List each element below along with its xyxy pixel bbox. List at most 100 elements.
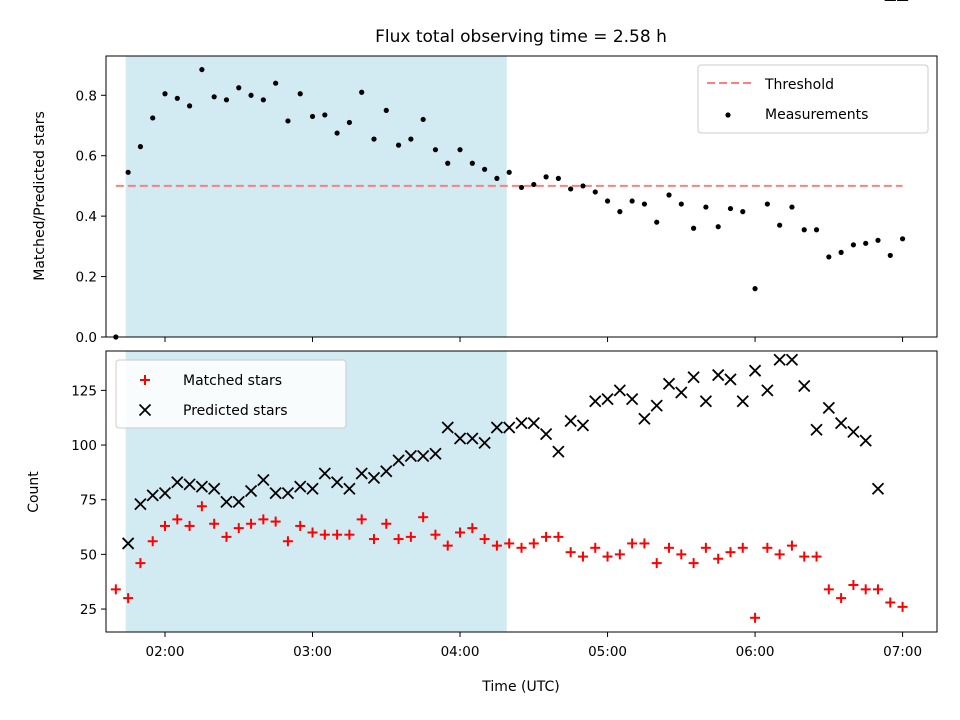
measurement-point <box>383 107 389 113</box>
predicted-point <box>699 395 713 408</box>
measurement-point <box>469 160 475 166</box>
legend-matched-label: Matched stars <box>183 373 282 389</box>
predicted-point <box>638 412 651 425</box>
matched-point <box>577 551 588 562</box>
matched-point <box>307 527 318 538</box>
count-y-axis-label: Count <box>26 471 42 513</box>
y-tick-label: 125 <box>71 383 97 399</box>
measurement-point <box>875 237 881 243</box>
matched-point <box>246 518 257 529</box>
measurement-point <box>531 181 537 188</box>
predicted-point <box>343 482 356 495</box>
measurement-point <box>703 204 709 210</box>
predicted-point <box>589 395 602 408</box>
matched-point <box>786 540 797 551</box>
measurement-point <box>777 222 783 228</box>
predicted-point <box>441 421 454 434</box>
matched-point <box>160 520 171 531</box>
y-tick-label: 25 <box>80 602 97 618</box>
x-tick-label: 06:00 <box>736 644 775 660</box>
matched-point <box>295 520 306 531</box>
matched-point <box>651 558 662 569</box>
count-points <box>110 0 909 623</box>
measurement-point <box>506 169 512 175</box>
matched-point <box>209 518 220 529</box>
chart-title: Flux total observing time = 2.58 h <box>375 27 667 47</box>
matched-point <box>258 514 269 525</box>
measurement-point <box>580 183 586 189</box>
measurement-point <box>887 252 893 259</box>
measurement-point <box>420 116 426 123</box>
predicted-point <box>392 454 405 467</box>
measurement-point <box>740 209 746 215</box>
matched-point <box>750 612 761 623</box>
ratio-y-axis-label: Matched/Predicted stars <box>32 111 48 281</box>
predicted-point <box>822 401 835 414</box>
predicted-point <box>318 467 331 480</box>
matched-point <box>135 558 146 569</box>
ratio-legend: Threshold Measurements <box>697 64 929 134</box>
matched-point <box>344 529 355 540</box>
matched-point <box>823 584 834 595</box>
predicted-point <box>810 423 823 436</box>
matched-point <box>762 542 773 553</box>
matched-point <box>885 597 896 608</box>
matched-point <box>811 551 822 562</box>
measurement-point <box>162 91 168 97</box>
matched-point <box>393 534 404 545</box>
predicted-point <box>687 371 700 384</box>
measurement-point <box>666 192 672 198</box>
predicted-point <box>171 476 184 489</box>
predicted-point <box>281 487 295 500</box>
measurement-points <box>113 66 906 340</box>
measurement-point <box>764 201 770 207</box>
predicted-point <box>834 417 848 430</box>
predicted-point <box>527 417 540 430</box>
predicted-point <box>539 427 553 441</box>
y-tick-label: 50 <box>80 547 97 563</box>
predicted-point <box>146 489 159 502</box>
y-tick-label: 75 <box>80 493 97 509</box>
measurement-point <box>359 89 365 95</box>
matched-point <box>836 593 847 604</box>
measurement-point <box>285 118 291 124</box>
predicted-point <box>773 353 786 366</box>
matched-point <box>725 547 736 558</box>
y-tick-label: 100 <box>71 438 97 454</box>
y-tick-label: 0.2 <box>76 270 97 286</box>
predicted-point <box>798 379 811 393</box>
matched-point <box>639 538 650 549</box>
measurement-point <box>408 136 414 142</box>
matched-point <box>614 549 625 560</box>
matched-point <box>848 579 859 590</box>
predicted-point <box>134 497 147 511</box>
matched-point <box>516 542 527 553</box>
measurement-point <box>555 175 561 181</box>
measurement-point <box>641 201 648 207</box>
predicted-point <box>613 384 626 397</box>
matched-point <box>541 531 552 542</box>
legend-measurements-swatch <box>725 112 731 118</box>
predicted-point <box>625 392 639 406</box>
predicted-point <box>601 392 614 406</box>
measurement-point <box>297 91 303 97</box>
predicted-point <box>466 432 479 445</box>
measurement-point <box>334 130 340 136</box>
predicted-point <box>208 482 221 495</box>
measurement-point <box>727 205 734 212</box>
count-y-ticks: 25 50 75 100 125 <box>71 383 106 618</box>
matched-point <box>504 538 515 549</box>
measurement-point <box>432 147 439 153</box>
legend-threshold-label: Threshold <box>764 77 834 93</box>
matched-point <box>860 584 871 595</box>
measurement-point <box>273 80 279 86</box>
matched-point <box>270 516 281 527</box>
measurement-point <box>236 85 242 91</box>
measurement-point <box>838 249 844 255</box>
predicted-point <box>576 419 590 432</box>
matched-point <box>455 527 466 538</box>
measurement-point <box>494 175 500 181</box>
matched-point <box>590 542 601 553</box>
ratio-plot-frame <box>105 55 938 338</box>
matched-point <box>147 536 158 547</box>
